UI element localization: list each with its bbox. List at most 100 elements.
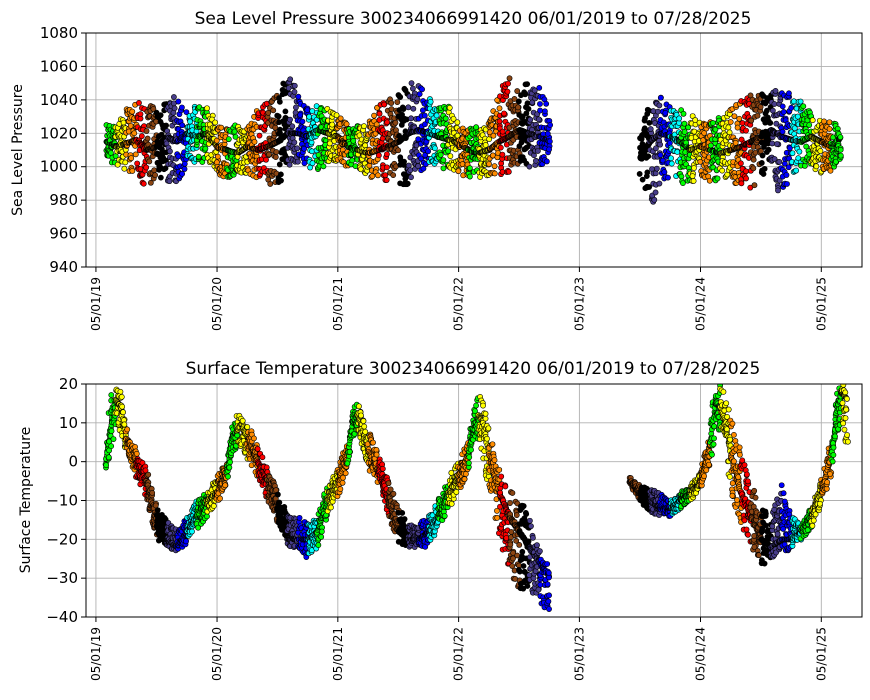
pressure-data-point	[295, 93, 302, 100]
temperature-data-point	[239, 417, 246, 424]
pressure-data-point	[122, 159, 129, 166]
pressure-data-point	[536, 84, 543, 91]
pressure-xtick-label: 05/01/25	[814, 277, 828, 331]
pressure-data-point	[765, 114, 771, 121]
pressure-data-point	[382, 172, 389, 179]
pressure-data-point	[447, 153, 454, 160]
pressure-xtick-label: 05/01/21	[331, 277, 345, 331]
pressure-data-point	[526, 163, 533, 170]
pressure-data-point	[543, 158, 550, 165]
pressure-data-point	[127, 122, 134, 129]
pressure-data-point	[806, 122, 813, 128]
pressure-data-point	[496, 105, 503, 112]
pressure-data-point	[136, 100, 142, 106]
temperature-data-point	[204, 513, 210, 520]
pressure-data-point	[131, 130, 138, 137]
temperature-data-point	[124, 426, 131, 433]
pressure-data-point	[743, 175, 749, 182]
pressure-data-point	[656, 102, 663, 109]
pressure-data-point	[783, 172, 790, 178]
temperature-data-point	[121, 421, 128, 428]
pressure-data-point	[157, 112, 164, 119]
pressure-data-point	[543, 100, 550, 107]
pressure-data-point	[739, 120, 746, 126]
pressure-data-point	[525, 105, 532, 112]
pressure-data-point	[272, 154, 279, 160]
pressure-ytick-label: 1020	[40, 124, 78, 142]
pressure-data-point	[440, 165, 447, 172]
temperature-xtick-label: 05/01/20	[210, 627, 224, 681]
temperature-data-point	[108, 443, 115, 450]
pressure-data-point	[350, 137, 357, 144]
pressure-data-point	[535, 116, 542, 123]
pressure-data-point	[719, 167, 726, 174]
pressure-data-point	[232, 133, 239, 140]
pressure-data-point	[657, 94, 664, 101]
pressure-data-point	[167, 148, 173, 155]
pressure-data-point	[809, 117, 816, 124]
pressure-data-point	[415, 136, 422, 143]
pressure-data-point	[202, 145, 209, 152]
pressure-data-point	[159, 146, 165, 152]
pressure-data-point	[784, 181, 790, 187]
pressure-data-point	[690, 178, 697, 184]
pressure-data-point	[410, 85, 416, 92]
temperature-data-point	[120, 409, 127, 416]
pressure-data-point	[166, 178, 173, 185]
pressure-data-point	[737, 160, 744, 167]
pressure-data-point	[546, 138, 553, 145]
pressure-data-point	[121, 165, 128, 172]
pressure-data-point	[320, 163, 327, 170]
pressure-data-point	[454, 119, 461, 126]
temperature-ytick-label: 0	[68, 453, 78, 471]
pressure-data-point	[482, 142, 489, 148]
pressure-data-point	[299, 118, 306, 125]
temperature-data-point	[217, 495, 223, 502]
pressure-data-points	[103, 75, 844, 205]
pressure-data-point	[213, 137, 220, 144]
pressure-data-point	[779, 103, 786, 110]
pressure-data-point	[499, 128, 506, 135]
pressure-data-point	[775, 187, 781, 194]
pressure-data-point	[171, 94, 177, 100]
pressure-data-point	[826, 119, 833, 126]
temperature-data-point	[118, 393, 125, 400]
pressure-data-point	[765, 146, 772, 153]
pressure-data-point	[837, 134, 844, 141]
pressure-data-point	[140, 180, 147, 187]
pressure-data-point	[727, 119, 734, 125]
pressure-data-point	[544, 130, 551, 137]
temperature-data-point	[189, 528, 195, 535]
pressure-data-point	[433, 112, 440, 119]
pressure-data-point	[527, 116, 534, 123]
pressure-xtick-label: 05/01/23	[572, 277, 586, 331]
pressure-data-point	[273, 149, 280, 155]
pressure-xtick-label: 05/01/22	[452, 277, 466, 331]
pressure-data-point	[431, 145, 438, 152]
pressure-data-point	[837, 146, 844, 153]
pressure-data-point	[137, 111, 144, 118]
temperature-data-point	[222, 482, 229, 489]
temperature-data-point	[225, 473, 231, 480]
pressure-data-point	[797, 98, 804, 105]
pressure-data-point	[150, 106, 157, 112]
temperature-data-point	[226, 464, 233, 471]
temperature-xtick-label: 05/01/24	[694, 627, 708, 681]
temperature-chart: Surface Temperature 300234066991420 06/0…	[18, 359, 863, 681]
pressure-data-point	[491, 163, 498, 170]
pressure-data-point	[276, 98, 283, 105]
pressure-data-point	[524, 100, 531, 107]
pressure-data-point	[437, 152, 444, 158]
pressure-data-point	[384, 164, 390, 171]
pressure-data-point	[291, 88, 298, 95]
temperature-data-point	[234, 432, 241, 439]
pressure-data-point	[668, 155, 674, 162]
temperature-data-point	[119, 403, 126, 410]
pressure-data-point	[400, 106, 407, 112]
pressure-data-point	[395, 147, 402, 154]
pressure-data-point	[218, 124, 225, 131]
temperature-data-point	[183, 538, 189, 545]
pressure-data-point	[750, 156, 757, 163]
pressure-data-point	[515, 98, 522, 105]
pressure-data-point	[505, 168, 512, 175]
